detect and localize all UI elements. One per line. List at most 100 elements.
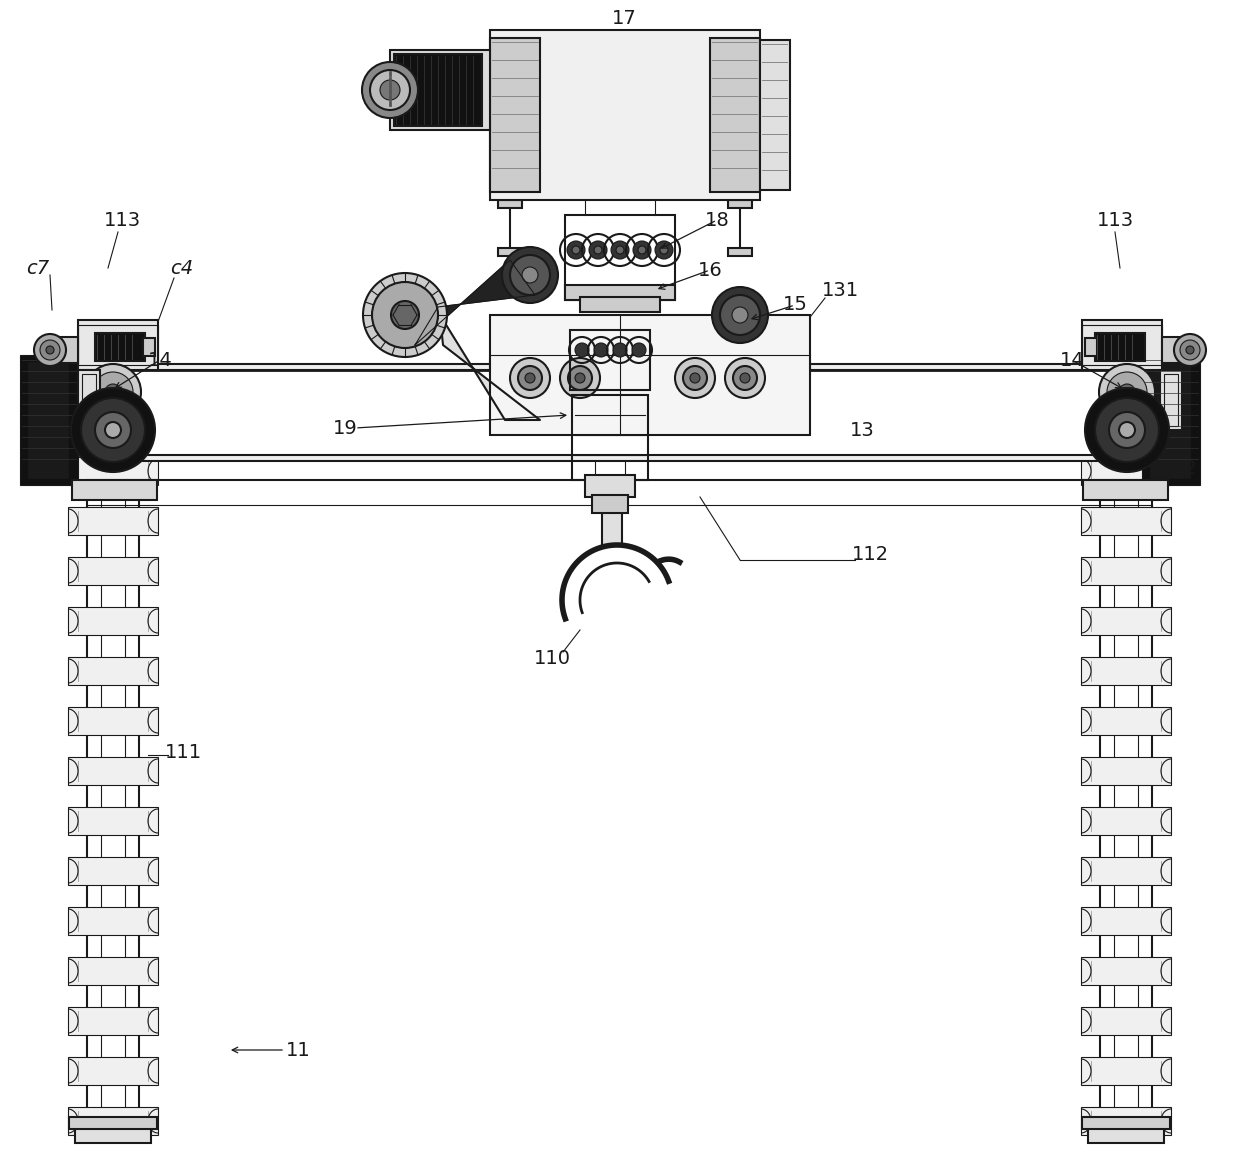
Circle shape <box>1085 388 1169 472</box>
Circle shape <box>525 373 534 382</box>
Text: c7: c7 <box>26 258 50 277</box>
Circle shape <box>616 246 624 254</box>
Text: 110: 110 <box>533 649 570 668</box>
Circle shape <box>575 373 585 382</box>
Bar <box>78 370 100 430</box>
Circle shape <box>611 241 629 258</box>
Bar <box>1081 957 1171 985</box>
Circle shape <box>567 241 585 258</box>
Bar <box>1085 338 1097 356</box>
Text: 15: 15 <box>782 296 807 314</box>
Bar <box>1081 1107 1171 1135</box>
Text: 13: 13 <box>849 421 874 439</box>
Bar <box>72 480 157 500</box>
Bar <box>490 315 810 435</box>
Bar <box>68 457 157 484</box>
Circle shape <box>560 358 600 398</box>
Circle shape <box>1107 372 1147 411</box>
Bar <box>728 201 751 207</box>
Circle shape <box>632 241 651 258</box>
Bar <box>498 201 522 207</box>
Bar <box>87 370 1152 455</box>
Bar <box>565 285 675 300</box>
Bar <box>565 216 675 300</box>
Circle shape <box>613 343 627 357</box>
Bar <box>68 707 157 735</box>
Bar <box>1164 374 1178 427</box>
Bar <box>1081 907 1171 935</box>
Circle shape <box>683 366 707 389</box>
Bar <box>1081 1007 1171 1035</box>
Bar <box>78 320 157 370</box>
Circle shape <box>1118 422 1135 438</box>
Circle shape <box>510 358 551 398</box>
Bar <box>68 757 157 785</box>
Bar <box>1081 607 1171 635</box>
Bar <box>87 364 1152 370</box>
Bar <box>391 50 490 130</box>
Bar <box>498 248 522 256</box>
Circle shape <box>362 61 418 118</box>
Bar <box>1083 480 1168 500</box>
Circle shape <box>1099 364 1154 420</box>
Circle shape <box>589 241 608 258</box>
Circle shape <box>71 388 155 472</box>
Bar <box>50 337 78 363</box>
Bar <box>601 510 622 545</box>
Bar <box>20 355 78 484</box>
Circle shape <box>379 80 401 100</box>
Bar <box>29 362 68 478</box>
Bar <box>68 1007 157 1035</box>
Text: 131: 131 <box>821 280 858 299</box>
Text: 17: 17 <box>611 8 636 28</box>
Circle shape <box>675 358 715 398</box>
Circle shape <box>372 282 438 348</box>
Circle shape <box>363 274 446 357</box>
Bar <box>68 557 157 585</box>
Circle shape <box>1185 347 1194 353</box>
Circle shape <box>105 384 122 400</box>
Bar <box>74 1127 151 1143</box>
Circle shape <box>81 398 145 462</box>
Circle shape <box>1118 384 1135 400</box>
Bar <box>1081 506 1171 535</box>
Text: 112: 112 <box>852 546 889 564</box>
Bar <box>1149 362 1190 478</box>
Text: 111: 111 <box>165 743 202 761</box>
Bar <box>1081 1057 1171 1085</box>
Circle shape <box>518 366 542 389</box>
Bar <box>1081 557 1171 585</box>
Circle shape <box>105 422 122 438</box>
Bar <box>143 338 155 356</box>
Bar <box>1083 320 1162 370</box>
Circle shape <box>733 366 756 389</box>
Circle shape <box>1174 334 1207 366</box>
Circle shape <box>391 301 419 329</box>
Circle shape <box>46 347 55 353</box>
Text: 12: 12 <box>36 459 61 478</box>
Bar <box>82 374 95 427</box>
Bar <box>68 506 157 535</box>
Bar <box>68 807 157 834</box>
Bar <box>68 657 157 685</box>
Circle shape <box>594 246 601 254</box>
Bar <box>87 455 1152 461</box>
Bar <box>69 1117 157 1129</box>
Bar <box>760 41 790 190</box>
Bar <box>570 330 650 389</box>
Bar <box>68 857 157 885</box>
Bar <box>1087 1127 1164 1143</box>
Circle shape <box>510 255 551 296</box>
Circle shape <box>1180 340 1200 360</box>
Bar <box>1081 757 1171 785</box>
Text: 14: 14 <box>1060 350 1084 370</box>
Bar <box>68 607 157 635</box>
Circle shape <box>502 247 558 302</box>
Bar <box>78 325 157 365</box>
Circle shape <box>572 246 580 254</box>
Circle shape <box>95 411 131 449</box>
Text: c4: c4 <box>170 258 193 277</box>
Circle shape <box>575 343 589 357</box>
Circle shape <box>40 340 60 360</box>
Circle shape <box>725 358 765 398</box>
